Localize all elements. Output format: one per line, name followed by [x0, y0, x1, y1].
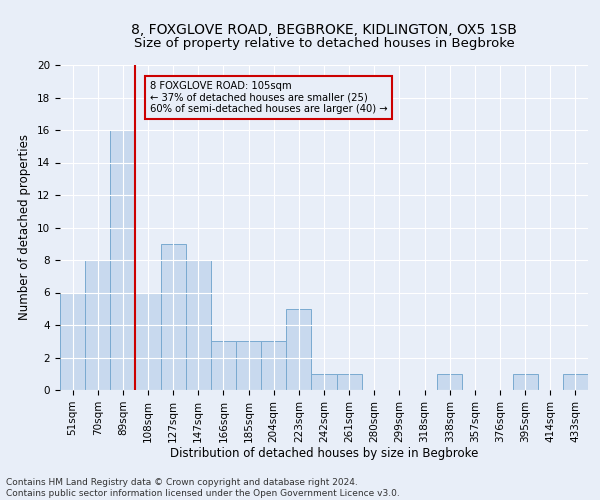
X-axis label: Distribution of detached houses by size in Begbroke: Distribution of detached houses by size … [170, 448, 478, 460]
Bar [512, 374, 538, 390]
Bar [85, 260, 110, 390]
Bar [337, 374, 362, 390]
Bar [161, 244, 186, 390]
Text: Contains HM Land Registry data © Crown copyright and database right 2024.
Contai: Contains HM Land Registry data © Crown c… [6, 478, 400, 498]
Bar [286, 308, 311, 390]
Bar [60, 292, 85, 390]
Text: 8, FOXGLOVE ROAD, BEGBROKE, KIDLINGTON, OX5 1SB: 8, FOXGLOVE ROAD, BEGBROKE, KIDLINGTON, … [131, 22, 517, 36]
Bar [211, 341, 236, 390]
Bar [437, 374, 462, 390]
Bar [236, 341, 261, 390]
Bar [261, 341, 286, 390]
Bar [110, 130, 136, 390]
Text: Size of property relative to detached houses in Begbroke: Size of property relative to detached ho… [134, 38, 514, 51]
Text: 8 FOXGLOVE ROAD: 105sqm
← 37% of detached houses are smaller (25)
60% of semi-de: 8 FOXGLOVE ROAD: 105sqm ← 37% of detache… [150, 81, 388, 114]
Y-axis label: Number of detached properties: Number of detached properties [19, 134, 31, 320]
Bar [563, 374, 588, 390]
Bar [136, 292, 161, 390]
Bar [186, 260, 211, 390]
Bar [311, 374, 337, 390]
